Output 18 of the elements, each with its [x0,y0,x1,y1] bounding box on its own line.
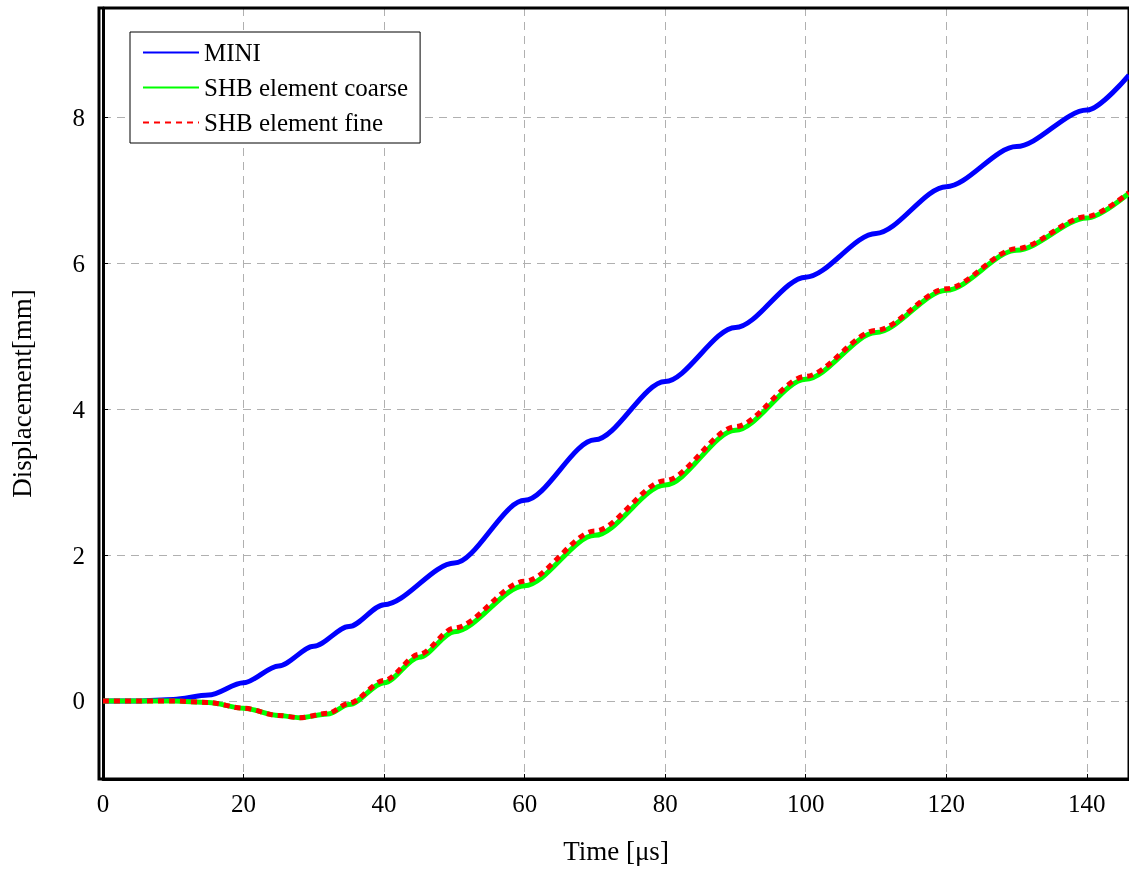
legend-label: MINI [204,39,261,66]
x-tick-label: 140 [1068,790,1106,817]
x-axis-title: Time [μs] [563,835,669,866]
x-tick-label: 60 [512,790,538,817]
y-tick-label: 2 [72,541,85,569]
legend-label: SHB element fine [204,109,384,136]
x-tick-label: 0 [96,790,110,817]
x-tick-label: 40 [371,790,397,817]
x-tick-label: 100 [786,790,825,817]
x-tick-label: 120 [927,790,966,817]
y-tick-label: 0 [72,687,85,715]
x-tick-label: 80 [652,790,678,817]
y-tick-label: 6 [72,249,85,277]
y-tick-label: 4 [72,395,86,423]
x-tick-label: 20 [231,790,257,817]
legend-label: SHB element coarse [204,74,409,101]
y-axis-title: Displacement[mm] [6,289,37,498]
y-tick-label: 8 [72,103,85,131]
